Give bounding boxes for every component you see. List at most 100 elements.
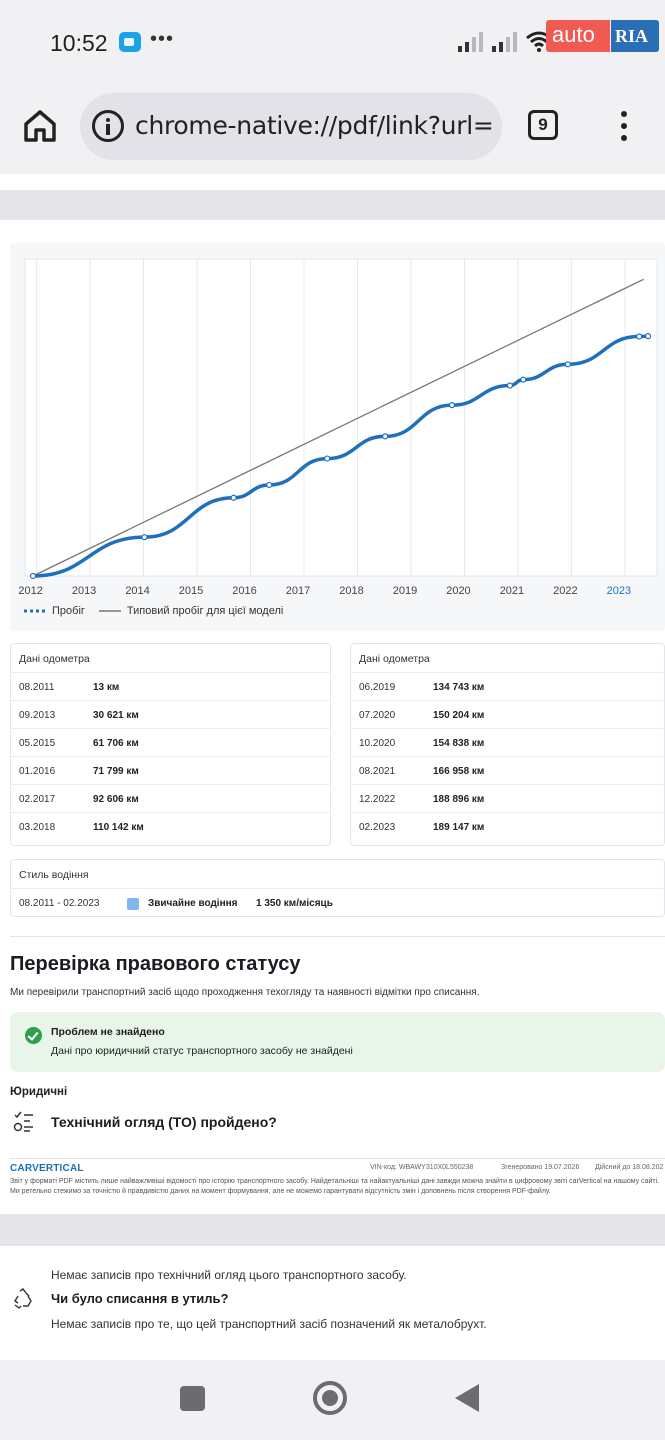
disclaimer-text: Звіт у форматі PDF містить лише найважли…	[10, 1178, 660, 1195]
odometer-row: 08.2021 166 958 км	[351, 756, 664, 784]
driving-style-rate: 1 350 км/місяць	[256, 898, 333, 909]
mileage-point	[324, 455, 331, 462]
mileage-point	[230, 494, 237, 501]
odometer-row: 05.2015 61 706 км	[11, 728, 330, 756]
more-notifications-icon: •••	[150, 28, 175, 50]
scrap-question: Чи було списання в утиль?	[51, 1291, 229, 1306]
driving-style-row: 08.2011 - 02.2023 Звичайне водіння 1 350…	[11, 888, 664, 918]
odometer-row: 07.2020 150 204 км	[351, 700, 664, 728]
odometer-value: 110 142 км	[93, 822, 144, 833]
odometer-value: 61 706 км	[93, 738, 139, 749]
mileage-point	[29, 572, 37, 580]
chart-plot-area	[24, 258, 658, 577]
odometer-date: 10.2020	[359, 738, 396, 749]
mileage-point	[266, 481, 273, 489]
tab-switcher-button[interactable]: 9	[528, 110, 558, 140]
x-tick-label: 2023	[607, 585, 631, 597]
odometer-table-right: Дані одометра 06.2019 134 743 км 07.2020 15…	[350, 643, 665, 846]
no-problems-banner: Проблем не знайдено Дані про юридичний с…	[10, 1012, 665, 1072]
driving-style-type: Звичайне водіння	[148, 898, 238, 909]
vin-code: VIN-код: WBAWY310X0L550238	[370, 1164, 474, 1171]
odometer-date: 03.2018	[19, 822, 56, 833]
legend-typical-label: Типовий пробіг для цієї моделі	[126, 605, 284, 617]
odometer-row: 09.2013 30 621 км	[11, 700, 330, 728]
odometer-date: 05.2015	[19, 738, 56, 749]
odometer-date: 09.2013	[19, 710, 56, 721]
mileage-point	[520, 376, 527, 383]
odometer-value: 13 км	[93, 682, 120, 693]
legal-status-title: Перевірка правового статусу	[10, 953, 301, 975]
clock: 10:52	[50, 30, 108, 56]
checklist-icon	[13, 1111, 33, 1132]
odometer-row: 03.2018 110 142 км	[11, 812, 330, 840]
mileage-point	[636, 333, 643, 340]
signal-icon	[458, 32, 483, 52]
driving-style-box: Стиль водіння 08.2011 - 02.2023 Звичайне…	[10, 859, 665, 917]
typical-mileage-line	[32, 278, 644, 577]
legend-mileage-label: Пробіг	[52, 605, 85, 617]
legend-typical-swatch	[98, 610, 121, 612]
odometer-table-title: Дані одометра	[359, 653, 430, 665]
x-tick-label: 2012	[18, 585, 42, 597]
footer-divider	[10, 1158, 665, 1159]
mileage-chart-svg: 2012 2013 2014 2015 2016 2017 2018 2019 2020 2021…	[18, 258, 658, 597]
mileage-point	[382, 433, 389, 440]
odometer-row: 01.2016 71 799 км	[11, 756, 330, 784]
odometer-value: 188 896 км	[433, 794, 485, 805]
odometer-date: 12.2022	[359, 794, 396, 805]
carvertical-logo: CARVERTICAL	[10, 1163, 84, 1174]
info-icon[interactable]	[92, 110, 124, 142]
odometer-date: 02.2023	[359, 822, 396, 833]
address-bar[interactable]: chrome-native://pdf/link?url=	[80, 93, 502, 160]
legal-status-subtitle: Ми перевірили транспортний засіб щодо пр…	[10, 987, 480, 998]
mileage-point	[644, 333, 652, 340]
odometer-table-left: Дані одометра 08.2011 13 км 09.2013 30 621 …	[10, 643, 331, 846]
odometer-value: 154 838 км	[433, 738, 485, 749]
mileage-point	[564, 361, 571, 368]
odometer-value: 92 606 км	[93, 794, 139, 805]
overflow-menu-icon[interactable]	[614, 108, 634, 144]
driving-style-swatch	[127, 898, 139, 910]
recents-button[interactable]	[180, 1386, 205, 1411]
autoria-logo-ria: RIA	[611, 20, 659, 52]
odometer-table-title: Дані одометра	[19, 653, 90, 665]
browser-toolbar: chrome-native://pdf/link?url= 9	[0, 86, 665, 174]
home-icon[interactable]	[22, 108, 58, 144]
legal-section-label: Юридичні	[10, 1086, 68, 1098]
odometer-row: 08.2011 13 км	[11, 672, 330, 700]
driving-style-period: 08.2011 - 02.2023	[19, 898, 100, 909]
x-tick-label: 2016	[232, 585, 256, 597]
chart-legend: Пробіг Типовий пробіг для цієї моделі	[24, 605, 283, 617]
mileage-chart: 2012 2013 2014 2015 2016 2017 2018 2019 2020 2021…	[10, 243, 665, 631]
no-problems-title: Проблем не знайдено	[51, 1026, 165, 1038]
odometer-value: 134 743 км	[433, 682, 485, 693]
legend-mileage-swatch	[24, 609, 46, 613]
x-tick-label: 2022	[553, 585, 577, 597]
odometer-date: 02.2017	[19, 794, 56, 805]
mileage-point	[448, 402, 456, 409]
autoria-logo-auto: auto	[546, 20, 610, 52]
pdf-viewer[interactable]: 2012 2013 2014 2015 2016 2017 2018 2019 2020 2021…	[0, 174, 665, 1360]
odometer-row: 02.2017 92 606 км	[11, 784, 330, 812]
home-button[interactable]	[313, 1381, 347, 1415]
page-separator	[0, 190, 665, 220]
x-tick-label: 2021	[500, 585, 524, 597]
odometer-value: 166 958 км	[433, 766, 485, 777]
x-tick-label: 2018	[339, 585, 363, 597]
notification-app-icon	[119, 32, 141, 52]
odometer-date: 07.2020	[359, 710, 396, 721]
odometer-row: 06.2019 134 743 км	[351, 672, 664, 700]
no-problems-text: Дані про юридичний статус транспортного …	[51, 1045, 353, 1057]
driving-style-title: Стиль водіння	[19, 869, 89, 881]
mileage-point	[506, 382, 514, 389]
back-button[interactable]	[455, 1384, 479, 1412]
odometer-value: 189 147 км	[433, 822, 485, 833]
x-tick-label: 2017	[286, 585, 310, 597]
scrap-note: Немає записів про те, що цей транспортни…	[51, 1317, 487, 1331]
check-circle-icon	[25, 1027, 42, 1044]
odometer-value: 71 799 км	[93, 766, 139, 777]
divider	[10, 936, 665, 937]
url-text[interactable]: chrome-native://pdf/link?url=	[135, 111, 494, 140]
system-nav-bar	[0, 1360, 665, 1440]
x-tick-label: 2015	[179, 585, 203, 597]
